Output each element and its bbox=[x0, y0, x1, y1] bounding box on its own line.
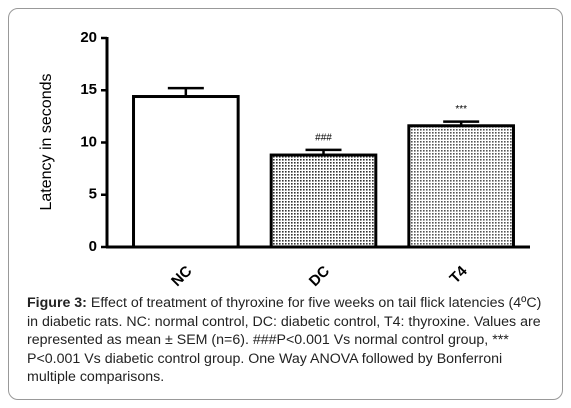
y-axis-label: Latency in seconds bbox=[38, 74, 55, 211]
bar bbox=[132, 95, 240, 249]
y-tick-label: 0 bbox=[89, 238, 97, 255]
frame bbox=[8, 8, 563, 400]
chart: Latency in seconds 0 5 10 15 20 NC ### DC *** T4 bbox=[38, 29, 530, 290]
x-tick-label: DC bbox=[306, 263, 333, 290]
annotation: *** bbox=[455, 104, 467, 115]
bar bbox=[407, 124, 515, 249]
caption: Figure 3: Effect of treatment of thyroxi… bbox=[27, 294, 552, 387]
annotation: ### bbox=[315, 132, 332, 143]
y-tick-label: 5 bbox=[89, 186, 97, 203]
x-tick-label: NC bbox=[168, 263, 195, 290]
y-tick-label: 10 bbox=[80, 133, 97, 150]
x-tick-label: T4 bbox=[446, 262, 471, 287]
y-tick-label: 15 bbox=[80, 81, 97, 98]
caption-text: Effect of treatment of thyroxine for fiv… bbox=[27, 295, 542, 385]
bar bbox=[269, 153, 378, 249]
y-tick-label: 20 bbox=[80, 29, 97, 46]
caption-label: Figure 3: bbox=[27, 295, 87, 311]
